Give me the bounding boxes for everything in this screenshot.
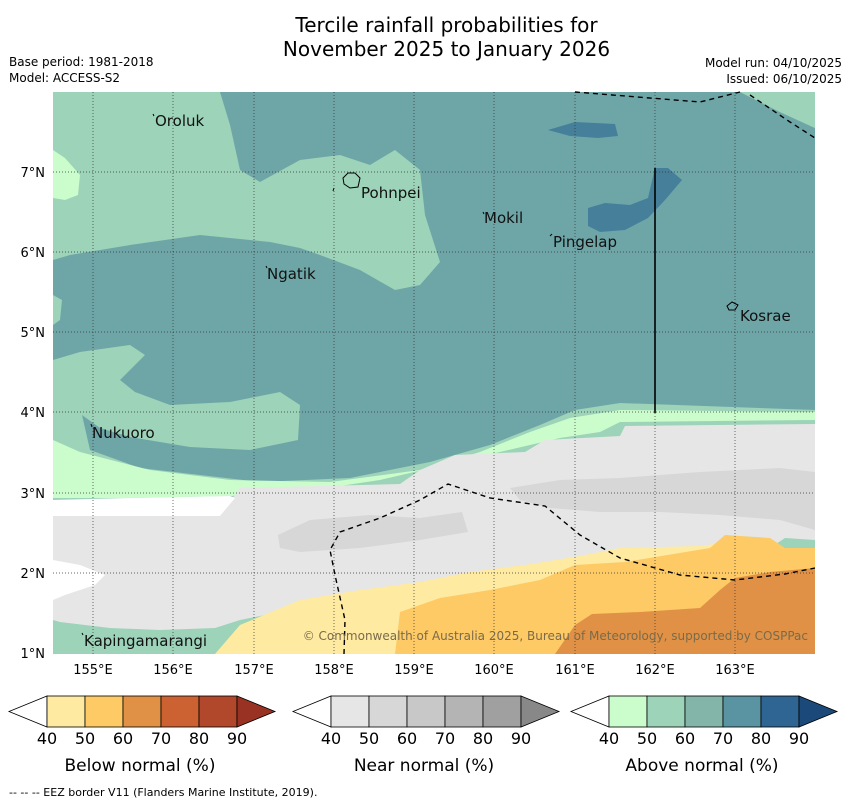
lat-label: 4°N bbox=[21, 406, 46, 421]
colorbar-label-above: Above normal (%) bbox=[625, 756, 779, 776]
colorbar-segment bbox=[46, 695, 86, 728]
colorbar-tick-label: 70 bbox=[151, 729, 171, 748]
place-label-pohnpei: Pohnpei bbox=[361, 184, 421, 202]
pohnpei-island bbox=[342, 172, 361, 189]
colorbar-label-below: Below normal (%) bbox=[64, 756, 216, 776]
probability-field bbox=[53, 92, 815, 654]
colorbar-segment bbox=[84, 695, 124, 728]
place-label-kosrae: Kosrae bbox=[740, 307, 791, 325]
above-normal-70-80-patch bbox=[588, 168, 682, 232]
colorbar-tick-label: 80 bbox=[189, 729, 209, 748]
colorbar-tick-label: 50 bbox=[637, 729, 657, 748]
colorbar-tick-label: 60 bbox=[113, 729, 133, 748]
graticule bbox=[53, 92, 815, 654]
map-title-line1: Tercile rainfall probabilities for bbox=[295, 13, 598, 37]
colorbar-arrow-low bbox=[7, 695, 48, 728]
colorbar-tick-label: 90 bbox=[511, 729, 531, 748]
above-normal-60-70-region bbox=[53, 92, 815, 482]
near-normal-50-60-patch bbox=[278, 512, 468, 552]
colorbar-segment bbox=[368, 695, 408, 728]
colorbar-segment bbox=[160, 695, 200, 728]
colorbar-tick-label: 60 bbox=[397, 729, 417, 748]
footnote-eez: -- -- -- EEZ border V11 (Flanders Marine… bbox=[9, 786, 318, 799]
lon-label: 161°E bbox=[555, 663, 595, 678]
colorbar-arrow-high bbox=[798, 695, 839, 728]
colorbar-segment bbox=[330, 695, 370, 728]
lon-label: 155°E bbox=[73, 663, 113, 678]
base-period: Base period: 1981-2018 bbox=[9, 55, 154, 69]
above-normal-70-80-patch bbox=[548, 122, 618, 138]
place-label-pingelap: Pingelap bbox=[553, 233, 617, 251]
colorbar-tick-label: 60 bbox=[675, 729, 695, 748]
place-label-nukuoro: Nukuoro bbox=[92, 424, 155, 442]
colorbar-arrow-high bbox=[236, 695, 277, 728]
model-run: Model run: 04/10/2025 bbox=[704, 56, 842, 70]
model-name: Model: ACCESS-S2 bbox=[9, 71, 121, 85]
place-label-kapingamarangi: Kapingamarangi bbox=[84, 632, 207, 650]
lon-label: 159°E bbox=[394, 663, 434, 678]
colorbar-legend: 40 50 60 70 80 90 40 50 60 70 80 90 40 50 60 70 80 90 bbox=[7, 695, 839, 748]
colorbar-segment bbox=[608, 695, 648, 728]
colorbar-tick-label: 40 bbox=[37, 729, 57, 748]
colorbar-tick-label: 40 bbox=[599, 729, 619, 748]
place-label-ngatik: Ngatik bbox=[267, 265, 316, 283]
kosrae-island bbox=[726, 301, 739, 311]
colorbar-segment bbox=[444, 695, 484, 728]
colorbar-arrow-low bbox=[291, 695, 332, 728]
island-outlines bbox=[81, 113, 739, 636]
lat-label: 7°N bbox=[21, 166, 46, 181]
colorbar-segment bbox=[722, 695, 762, 728]
lon-label: 160°E bbox=[474, 663, 514, 678]
colorbar-segment bbox=[482, 695, 522, 728]
lon-label: 156°E bbox=[153, 663, 193, 678]
colorbar-label-near: Near normal (%) bbox=[353, 756, 495, 776]
colorbar-segment bbox=[406, 695, 446, 728]
colorbar-tick-label: 70 bbox=[713, 729, 733, 748]
colorbar-tick-label: 80 bbox=[751, 729, 771, 748]
lat-label: 6°N bbox=[21, 246, 46, 261]
place-label-oroluk: Oroluk bbox=[155, 112, 204, 130]
colorbar-arrow-low bbox=[569, 695, 610, 728]
colorbar-arrow-high bbox=[520, 695, 561, 728]
colorbar-tick-label: 80 bbox=[473, 729, 493, 748]
lat-label: 5°N bbox=[21, 326, 46, 341]
lat-label: 3°N bbox=[21, 487, 46, 502]
issued-date: Issued: 06/10/2025 bbox=[726, 72, 842, 86]
lat-label: 1°N bbox=[21, 647, 46, 662]
below-normal-60-70-region bbox=[555, 568, 815, 654]
above-normal-40-50-band bbox=[53, 410, 815, 498]
colorbar-segment bbox=[198, 695, 238, 728]
colorbar-segment bbox=[760, 695, 800, 728]
lon-label: 162°E bbox=[635, 663, 675, 678]
above-normal-40-50-patch bbox=[53, 150, 80, 200]
near-normal-50-60-patch bbox=[510, 468, 815, 530]
colorbar-tick-label: 50 bbox=[359, 729, 379, 748]
map-title-line2: November 2025 to January 2026 bbox=[282, 37, 611, 61]
colorbar-segment bbox=[684, 695, 724, 728]
colorbar-tick-label: 50 bbox=[75, 729, 95, 748]
colorbar-segment bbox=[122, 695, 162, 728]
copyright-notice: © Commonwealth of Australia 2025, Bureau… bbox=[303, 629, 808, 643]
colorbar-tick-label: 90 bbox=[789, 729, 809, 748]
colorbar-tick-label: 40 bbox=[321, 729, 341, 748]
colorbar-tick-label: 70 bbox=[435, 729, 455, 748]
lon-label: 163°E bbox=[715, 663, 755, 678]
lat-label: 2°N bbox=[21, 567, 46, 582]
colorbar-segment bbox=[646, 695, 686, 728]
eez-borders bbox=[329, 91, 816, 655]
lon-label: 157°E bbox=[234, 663, 274, 678]
colorbar-tick-label: 90 bbox=[227, 729, 247, 748]
lon-label: 158°E bbox=[314, 663, 354, 678]
place-label-mokil: Mokil bbox=[484, 209, 523, 227]
